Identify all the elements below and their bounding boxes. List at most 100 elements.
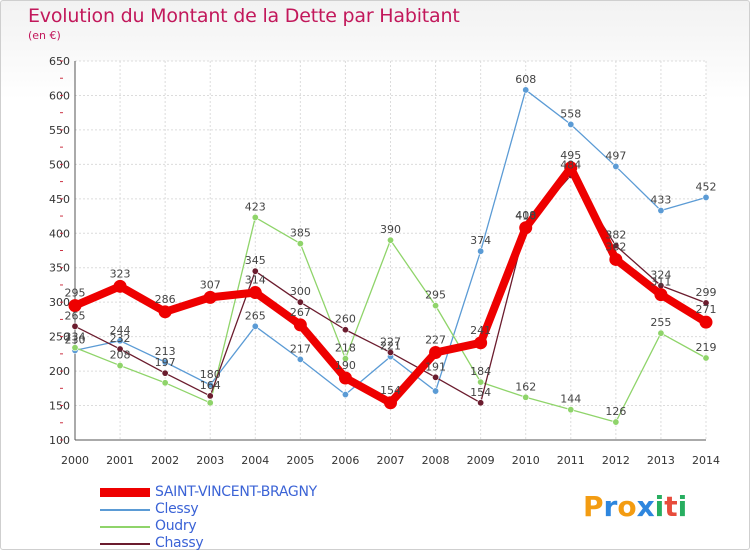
data-label-chassy: 197 (155, 356, 176, 369)
data-point-clessy (432, 387, 440, 395)
data-point-oudry (116, 362, 124, 370)
data-point-saint-vincent-bragny (474, 336, 488, 350)
data-point-clessy (341, 391, 349, 399)
data-label-clessy: 433 (650, 194, 671, 207)
data-point-chassy (341, 326, 349, 334)
data-label-clessy: 558 (560, 107, 581, 120)
data-point-oudry (341, 355, 349, 363)
data-point-oudry (251, 213, 259, 221)
data-point-clessy (657, 207, 665, 215)
legend-swatch (100, 509, 150, 511)
data-label-chassy: 299 (696, 286, 717, 299)
x-tick-label: 2007 (377, 454, 405, 467)
legend-label: Oudry (155, 518, 197, 534)
data-point-clessy (116, 337, 124, 345)
data-label-chassy: 265 (65, 309, 86, 322)
data-label-chassy: 260 (335, 313, 356, 326)
data-label-saint-vincent-bragny: 307 (200, 278, 221, 291)
data-point-saint-vincent-bragny (384, 396, 397, 410)
logo-letter: r (603, 490, 618, 523)
data-label-chassy: 410 (515, 209, 536, 222)
y-tick-label: 400 (49, 227, 70, 240)
data-point-saint-vincent-bragny (519, 221, 533, 235)
x-tick-label: 2012 (602, 454, 630, 467)
y-tick-label: 200 (49, 365, 70, 378)
data-point-saint-vincent-bragny (293, 318, 307, 332)
data-label-clessy: 497 (605, 149, 626, 162)
data-point-chassy (432, 373, 440, 381)
x-tick-label: 2010 (512, 454, 540, 467)
x-tick-label: 2014 (692, 454, 720, 467)
data-label-saint-vincent-bragny: 323 (110, 267, 131, 280)
chart-subtitle: (en €) (28, 29, 61, 42)
data-point-oudry (702, 354, 710, 362)
data-label-clessy: 265 (245, 309, 266, 322)
logo-letter: i (677, 490, 688, 523)
data-label-oudry: 234 (65, 331, 86, 344)
data-label-saint-vincent-bragny: 271 (696, 303, 717, 316)
y-tick-label: 300 (49, 296, 70, 309)
y-tick-label: 350 (49, 262, 70, 275)
data-label-saint-vincent-bragny: 190 (335, 359, 356, 372)
y-tick-label: 150 (49, 400, 70, 413)
data-label-clessy: 180 (200, 368, 221, 381)
data-label-oudry: 255 (650, 316, 671, 329)
data-label-saint-vincent-bragny: 311 (650, 276, 671, 289)
data-point-saint-vincent-bragny (564, 161, 578, 175)
legend-swatch (100, 543, 150, 545)
x-tick-label: 2008 (422, 454, 450, 467)
data-point-saint-vincent-bragny (68, 299, 82, 313)
data-point-oudry (477, 378, 485, 386)
x-tick-label: 2000 (61, 454, 89, 467)
y-tick-label: 500 (49, 158, 70, 171)
data-label-clessy: 244 (110, 324, 131, 337)
data-point-oudry (161, 379, 169, 387)
y-tick-label: 600 (49, 89, 70, 102)
data-label-oudry: 126 (605, 405, 626, 418)
data-label-chassy: 382 (605, 229, 626, 242)
data-label-saint-vincent-bragny: 408 (515, 209, 536, 222)
data-point-clessy (477, 247, 485, 255)
data-point-oudry (522, 393, 530, 401)
data-label-chassy: 324 (650, 269, 671, 282)
data-label-saint-vincent-bragny: 154 (380, 384, 401, 397)
data-point-saint-vincent-bragny (699, 315, 713, 329)
logo-letter: P (583, 490, 604, 523)
data-label-saint-vincent-bragny: 362 (605, 240, 626, 253)
data-point-oudry (206, 399, 214, 407)
data-label-saint-vincent-bragny: 286 (155, 293, 176, 306)
data-point-clessy (567, 120, 575, 128)
data-point-oudry (612, 418, 620, 426)
data-point-chassy (251, 267, 259, 275)
data-label-saint-vincent-bragny: 241 (470, 324, 491, 337)
data-point-chassy (116, 345, 124, 353)
data-point-chassy (702, 299, 710, 307)
logo-letter: o (617, 490, 637, 523)
data-point-saint-vincent-bragny (338, 371, 352, 385)
legend-label: Clessy (155, 501, 199, 517)
data-point-saint-vincent-bragny (609, 252, 623, 266)
y-tick-label: 650 (49, 55, 70, 68)
legend-swatch (100, 526, 150, 528)
data-label-chassy: 191 (425, 360, 446, 373)
data-label-saint-vincent-bragny: 295 (65, 287, 86, 300)
y-tick-label: 100 (49, 434, 70, 447)
data-point-saint-vincent-bragny (158, 305, 172, 319)
x-tick-label: 2006 (331, 454, 359, 467)
data-point-clessy (206, 381, 214, 389)
data-point-clessy (612, 162, 620, 170)
data-label-oudry: 385 (290, 227, 311, 240)
data-label-saint-vincent-bragny: 267 (290, 306, 311, 319)
data-label-clessy: 221 (380, 340, 401, 353)
data-label-oudry: 218 (335, 342, 356, 355)
data-point-saint-vincent-bragny (248, 286, 262, 300)
logo-letter: t (664, 490, 678, 523)
data-point-chassy (71, 322, 79, 330)
data-point-oudry (71, 344, 79, 352)
x-tick-label: 2004 (241, 454, 269, 467)
data-point-chassy (477, 399, 485, 407)
chart-title: Evolution du Montant de la Dette par Hab… (28, 5, 460, 27)
x-tick-label: 2009 (467, 454, 495, 467)
data-label-chassy: 484 (560, 158, 581, 171)
